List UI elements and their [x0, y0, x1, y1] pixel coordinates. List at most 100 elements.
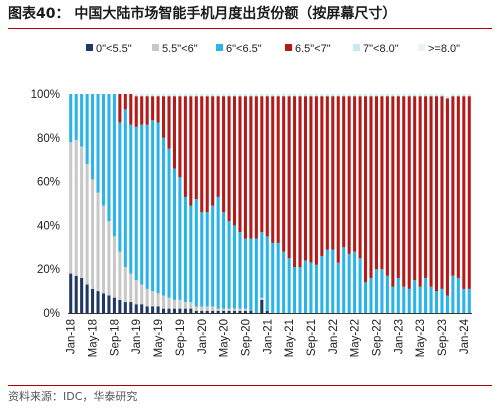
bar-segment [424, 96, 428, 278]
bar-segment [129, 273, 133, 303]
bar-segment [293, 96, 297, 268]
bar-segment [254, 94, 258, 97]
bar-segment [205, 96, 209, 213]
bar-segment [456, 96, 460, 278]
bar-segment [287, 258, 291, 313]
bar-segment [112, 94, 116, 237]
bar-segment [374, 94, 378, 97]
bar-segment [407, 288, 411, 313]
bar-segment [320, 96, 324, 257]
bar-segment [222, 96, 226, 213]
bar-segment [183, 94, 187, 97]
x-axis: Jan-18 May-18 Sep-18 Jan-19 May-19 Sep-19 Jan-… [66, 313, 472, 357]
bar-segment [200, 94, 204, 97]
bar-segment [342, 247, 346, 313]
bar-segment [232, 310, 237, 313]
legend-swatch [86, 44, 93, 51]
bar-segment [320, 256, 324, 313]
bar-segment [353, 251, 357, 313]
bar-segment [205, 306, 209, 311]
bar-segment [222, 94, 226, 97]
bar-segment [156, 94, 160, 97]
bar-segment [385, 94, 389, 97]
legend-swatch [418, 44, 425, 51]
bar-segment [429, 286, 433, 313]
bar-segment [303, 94, 308, 97]
y-tick-label: 80% [37, 133, 60, 145]
x-tick-label: Jan-19 [131, 319, 143, 354]
bar-segment [134, 304, 138, 313]
bar-segment [309, 96, 313, 263]
legend-label: 6.5"<7" [295, 43, 331, 55]
bar-segment [74, 275, 78, 313]
bar-segment [172, 168, 176, 300]
bar-segment [396, 277, 400, 313]
bar-segment [123, 109, 127, 268]
bar-segment [309, 262, 313, 313]
bar-segment [456, 277, 460, 313]
bar-segment [91, 179, 95, 289]
bar-segment [249, 238, 253, 311]
x-tick-label: Sep-20 [240, 319, 252, 356]
bar-segment [260, 299, 264, 313]
bar-segment [418, 286, 422, 313]
bar-segment [407, 96, 411, 289]
bar-segment [413, 94, 417, 97]
bar-segment [331, 249, 335, 313]
bar-segment [451, 94, 455, 97]
bar-segment [194, 199, 198, 307]
bar-segment [467, 288, 471, 313]
x-tick-label: May-18 [88, 319, 100, 357]
bar-segment [151, 291, 155, 307]
x-tick-label: Sep-23 [437, 319, 449, 356]
legend-label: 6"<6.5" [226, 43, 262, 55]
bar-segment [243, 94, 247, 97]
bar-segment [429, 94, 433, 97]
bar-segment [172, 96, 176, 169]
x-tick-label: Sep-18 [109, 319, 121, 356]
bar-segment [243, 238, 247, 309]
bar-segment [172, 94, 176, 97]
bar-segment [331, 94, 335, 97]
bar-segment [216, 96, 220, 197]
bar-segment [249, 94, 253, 97]
bar-segment [183, 308, 187, 313]
bar-segment [342, 96, 346, 248]
legend-swatch [285, 44, 292, 51]
bar-segment [189, 308, 193, 313]
bar-segment [238, 310, 242, 313]
bar-segment [74, 139, 78, 276]
bar-segment [205, 94, 209, 97]
bar-segment [358, 258, 362, 313]
bar-segment [118, 122, 122, 252]
x-tick-label: Sep-21 [306, 319, 318, 356]
bar-segment [194, 306, 198, 311]
bar-segment [178, 308, 182, 313]
bar-segment [129, 94, 133, 125]
bar-segment [85, 94, 89, 165]
bar-segment [227, 308, 231, 311]
bar-segment [140, 94, 144, 97]
bar-segment [369, 277, 373, 313]
bar-segment [80, 94, 84, 147]
y-tick-label: 100% [31, 89, 60, 101]
bar-segment [189, 96, 193, 206]
bar-segment [200, 310, 204, 313]
bar-segment [293, 267, 297, 313]
bar-segment [282, 94, 286, 97]
bar-segment [467, 94, 471, 97]
bar-segment [462, 96, 466, 289]
bar-segment [418, 94, 422, 97]
bar-segment [456, 94, 460, 97]
bar-segment [271, 242, 275, 313]
bar-segment [314, 264, 318, 313]
bar-segment [440, 288, 444, 313]
bar-segment [424, 94, 428, 97]
bar-segment [189, 302, 193, 309]
x-tick-label: Jan-24 [459, 318, 471, 354]
bar-segment [216, 196, 220, 309]
bar-segment [380, 269, 384, 313]
bar-segment [101, 94, 106, 206]
bar-segment [211, 94, 215, 97]
bar-segment [271, 94, 275, 97]
